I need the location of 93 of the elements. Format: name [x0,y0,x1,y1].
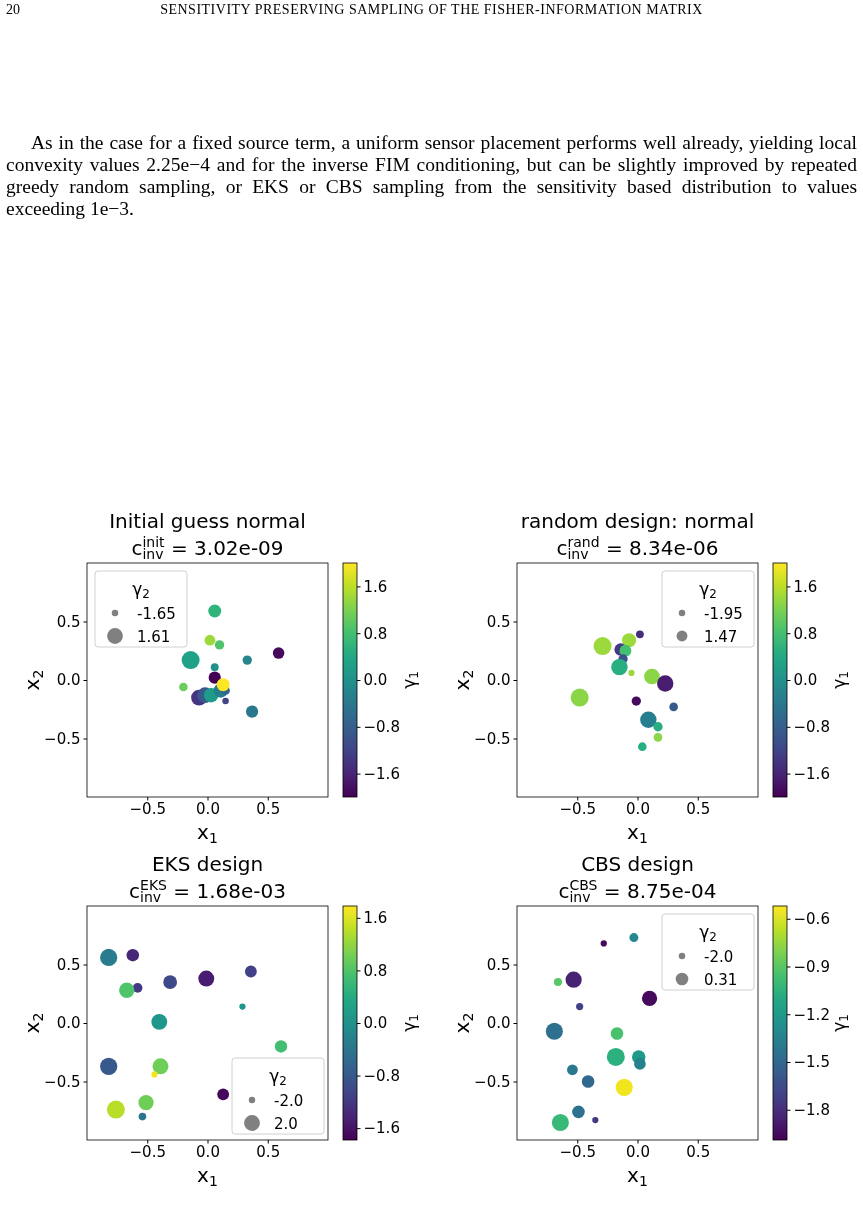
x-tick-label: 0.5 [256,800,281,819]
y-tick-label: −0.5 [474,1072,511,1091]
color-bar-label: −1.6 [363,1119,400,1138]
text: SENSITIVITY PRESERVING SAMPLING OF THE FISHER-INFORMATION MATRIX [160,2,703,17]
point [152,1058,169,1075]
color-bar-label: −1.6 [793,764,830,783]
point [119,982,135,998]
x-tick-label: 0.5 [256,1143,281,1162]
x-tick-label: 0.5 [686,1143,711,1162]
point [151,1013,168,1030]
x-tick-label: 0.0 [196,800,220,819]
point [610,1027,624,1040]
point [198,970,215,987]
point [204,634,216,646]
color-bar-label: 0.0 [363,671,388,690]
legend-label: 0.31 [704,970,738,989]
color-bar-label: −1.6 [363,764,400,783]
legend-label: 1.47 [704,627,738,646]
legend-label: -1.95 [704,604,743,623]
x-axis-title: x$_{1}$ [197,820,218,846]
point [163,975,178,989]
point [126,948,140,962]
color-bar-label: 0.8 [363,961,388,980]
legend-label: 2.0 [274,1114,298,1133]
color-bar-label: −0.8 [793,718,830,737]
y-tick-label: 0.5 [56,955,81,974]
legend-label: -1.65 [137,604,176,623]
x-tick-label: 0.5 [686,800,711,819]
color-bar-label: −0.6 [793,910,830,929]
point [216,678,230,692]
color-bar-label: −1.5 [793,1053,830,1072]
y-tick-label: 0.0 [56,671,81,690]
point [244,965,257,978]
point [245,705,259,718]
color-bar-label: 0.8 [793,624,818,643]
x-tick-label: 0.0 [196,1143,220,1162]
legend-title: γ$_{2}$ [699,922,717,944]
x-tick-label: −0.5 [559,1143,596,1162]
color-bar-label: 0.0 [363,1014,388,1033]
chart-subtitle: c$^{CBS}$$_{inv}$ = 8.75e-04 [558,877,717,905]
point [274,1040,288,1053]
y-tick-label: 0.0 [486,1014,511,1033]
point [138,1094,154,1111]
point [622,633,637,648]
chart-title: CBS design [581,852,694,876]
point [572,1105,585,1119]
x-axis-title: x$_{1}$ [627,1163,648,1189]
point [581,1075,595,1088]
x-axis-title: x$_{1}$ [197,1163,218,1189]
x-tick-label: −0.5 [129,800,166,819]
y-tick-label: 0.0 [56,1014,81,1033]
x-axis-title: x$_{1}$ [627,820,648,846]
point [272,647,285,659]
point [208,671,221,684]
x-tick-label: −0.5 [559,800,596,819]
chart-title: EKS design [151,852,264,876]
legend-label: 1.61 [137,627,171,646]
point [208,604,222,618]
y-tick-label: −0.5 [474,729,511,748]
color-bar-label: 0.8 [363,624,388,643]
chart-title: Initial guess normal [109,509,306,533]
legend-label: -2.0 [274,1091,304,1110]
y-tick-label: 0.0 [486,671,511,690]
color-bar-label: 1.6 [793,577,818,596]
text: c$^{rand}$$_{inv}$ = 8.34e-06 [556,534,719,562]
color-bar-label: 1.6 [363,909,388,928]
color-bar-label: −1.2 [793,1005,830,1024]
x-tick-label: 0.0 [626,1143,650,1162]
point [214,640,225,650]
legend-title: γ$_{2}$ [699,579,717,601]
x-tick-label: −0.5 [129,1143,166,1162]
legend-label: -2.0 [704,947,734,966]
point [217,1088,230,1101]
color-bar-label: −0.8 [363,1066,400,1085]
legend-title: γ$_{2}$ [269,1066,287,1088]
chart-subtitle: c$^{init}$$_{inv}$ = 3.02e-09 [131,534,284,562]
color-bar-label: 1.6 [363,577,388,596]
legend-title: γ$_{2}$ [132,579,150,601]
y-tick-label: −0.5 [44,1072,81,1091]
y-tick-label: 0.5 [56,612,81,631]
chart-title: random design: normal [520,509,755,533]
color-bar-label: 0.0 [793,671,818,690]
chart-subtitle: c$^{EKS}$$_{inv}$ = 1.68e-03 [129,877,286,905]
y-tick-label: −0.5 [44,729,81,748]
point [634,1058,646,1070]
y-tick-label: 0.5 [486,612,511,631]
y-tick-label: 0.5 [486,955,511,974]
x-tick-label: 0.0 [626,800,650,819]
color-bar-label: −0.9 [793,957,830,976]
text: 20 [6,2,20,18]
color-bar-label: −1.8 [793,1101,830,1120]
text: As in the case for a fixed source term, a uniform sensor placement performs well already, yielding local convexity values 2.25e−4 and for the inverse FIM conditioning, but can be slightly improved by repeated greedy random sampling, or EKS or CBS sampling from the sensitivity based distribution to values exceeding 1e−3. [6,132,857,220]
color-bar-label: −0.8 [363,718,400,737]
